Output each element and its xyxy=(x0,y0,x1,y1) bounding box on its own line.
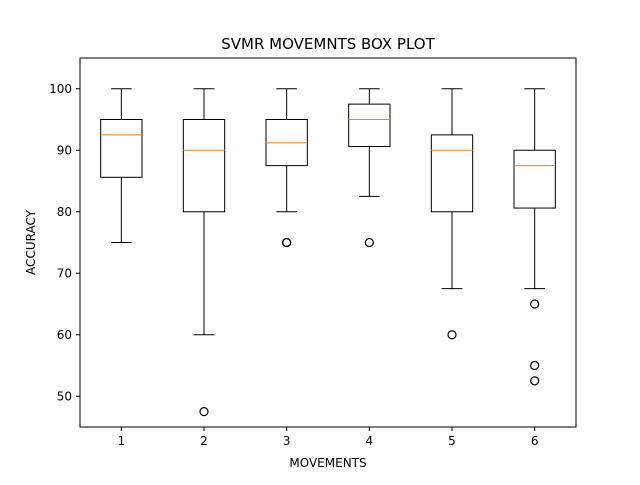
x-tick-label: 1 xyxy=(118,434,126,448)
y-tick-label: 50 xyxy=(57,389,72,403)
outlier-point xyxy=(530,376,540,386)
box-group-4 xyxy=(348,88,391,248)
chart-title: SVMR MOVEMNTS BOX PLOT xyxy=(221,35,435,53)
x-tick-label: 2 xyxy=(200,434,208,448)
y-tick-label: 70 xyxy=(57,266,72,280)
outlier-point xyxy=(364,237,374,248)
y-axis: 50 60 70 80 90 100 xyxy=(49,82,80,403)
plot-area xyxy=(100,88,556,417)
box-group-3 xyxy=(265,88,308,248)
box-group-1 xyxy=(100,88,143,243)
x-tick-label: 5 xyxy=(448,434,456,448)
iqr-box xyxy=(100,119,143,178)
y-tick-label: 100 xyxy=(49,82,72,96)
box-group-5 xyxy=(430,88,474,340)
iqr-box xyxy=(182,119,226,213)
y-tick-label: 80 xyxy=(57,205,72,219)
x-tick-label: 3 xyxy=(283,434,291,448)
x-axis: 1 2 3 4 5 6 xyxy=(118,427,539,448)
iqr-box xyxy=(348,103,391,148)
box-group-2 xyxy=(182,88,226,417)
iqr-box xyxy=(513,149,556,209)
outlier-point xyxy=(447,330,457,340)
outlier-point xyxy=(282,237,292,248)
x-tick-label: 4 xyxy=(366,434,374,448)
y-axis-label: ACCURACY xyxy=(24,209,38,275)
box-group-6 xyxy=(513,88,556,386)
x-axis-label: MOVEMENTS xyxy=(289,456,366,470)
axes-frame xyxy=(79,57,577,428)
iqr-box xyxy=(430,134,474,213)
outlier-point xyxy=(199,407,209,417)
y-tick-label: 60 xyxy=(57,328,72,342)
y-tick-label: 90 xyxy=(57,143,72,157)
x-tick-label: 6 xyxy=(531,434,539,448)
outlier-point xyxy=(530,360,540,371)
outlier-point xyxy=(530,299,540,309)
